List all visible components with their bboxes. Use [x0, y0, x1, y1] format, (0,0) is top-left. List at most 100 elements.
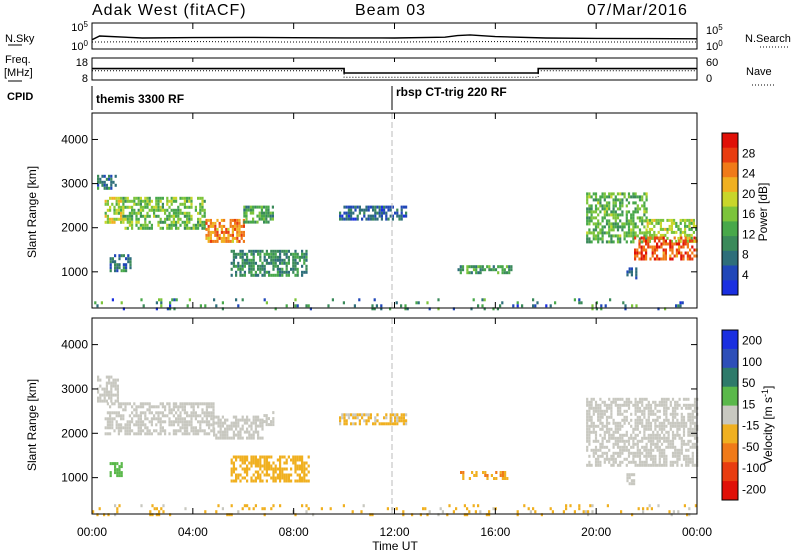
range-cell	[599, 415, 602, 419]
range-cell	[120, 465, 123, 469]
range-cell	[652, 433, 655, 437]
range-cell	[691, 245, 694, 249]
range-cell	[686, 236, 689, 240]
range-cell	[669, 439, 672, 443]
range-cell	[190, 411, 193, 415]
range-cell	[188, 226, 191, 230]
range-cell	[112, 381, 115, 385]
range-cell	[588, 240, 591, 244]
range-cell	[263, 464, 266, 468]
range-cell	[687, 412, 690, 416]
range-cell	[356, 217, 359, 221]
range-cell	[115, 202, 118, 206]
range-cell	[597, 460, 600, 464]
range-cell	[686, 513, 689, 517]
range-cell	[634, 201, 637, 205]
range-cell	[137, 226, 140, 230]
range-cell	[283, 467, 286, 471]
range-cell	[621, 192, 624, 196]
range-cell	[663, 451, 666, 455]
range-cell	[170, 196, 173, 200]
range-cell	[588, 406, 591, 410]
range-cell	[252, 258, 255, 262]
range-cell	[592, 231, 595, 235]
range-cell	[475, 271, 478, 275]
range-cell	[224, 427, 227, 431]
range-cell	[117, 432, 120, 436]
range-cell	[597, 240, 600, 244]
range-cell	[587, 513, 590, 517]
range-cell	[108, 186, 111, 190]
range-cell	[625, 198, 628, 202]
range-cell	[114, 381, 117, 385]
range-cell	[117, 208, 120, 212]
range-cell	[665, 415, 668, 419]
range-cell	[501, 271, 504, 275]
range-cell	[621, 403, 624, 407]
range-cell	[153, 414, 156, 418]
velocity-y-tick-label: 4000	[61, 338, 88, 352]
range-cell	[496, 307, 499, 311]
range-cell	[643, 433, 646, 437]
range-cell	[209, 236, 212, 240]
range-cell	[305, 267, 308, 271]
range-cell	[503, 268, 506, 272]
range-cell	[122, 214, 125, 218]
range-cell	[106, 214, 109, 218]
range-cell	[614, 451, 617, 455]
velocity-colorbar-segment	[722, 405, 738, 425]
range-cell	[636, 424, 639, 428]
velocity-colorbar-label: Velocity [m s-1]	[760, 386, 775, 465]
range-cell	[645, 427, 648, 431]
range-cell	[271, 205, 274, 209]
range-cell	[197, 217, 200, 221]
range-cell	[663, 454, 666, 458]
range-cell	[594, 198, 598, 202]
range-cell	[402, 419, 405, 423]
range-cell	[647, 245, 650, 249]
range-cell	[402, 422, 405, 426]
range-cell	[146, 202, 149, 206]
range-cell	[505, 265, 509, 269]
range-cell	[290, 473, 293, 477]
range-cell	[369, 416, 372, 420]
range-cell	[188, 196, 191, 200]
range-cell	[203, 414, 206, 418]
range-cell	[350, 422, 353, 426]
range-cell	[235, 252, 238, 256]
range-cell	[197, 196, 200, 200]
range-cell	[601, 421, 604, 425]
range-cell	[259, 421, 262, 425]
range-cell	[110, 381, 113, 385]
range-cell	[281, 249, 284, 253]
range-cell	[599, 412, 602, 416]
range-cell	[603, 409, 606, 413]
range-cell	[645, 216, 648, 220]
range-cell	[594, 436, 598, 440]
range-cell	[146, 226, 149, 230]
range-cell	[239, 264, 242, 268]
range-cell	[267, 208, 270, 212]
range-cell	[240, 230, 243, 234]
range-cell	[160, 304, 163, 308]
range-cell	[588, 433, 591, 437]
range-cell	[452, 307, 455, 311]
range-cell	[631, 513, 634, 517]
range-cell	[208, 411, 211, 415]
range-cell	[232, 470, 235, 474]
range-cell	[667, 242, 670, 246]
range-cell	[663, 463, 666, 467]
range-cell	[257, 433, 260, 437]
range-cell	[623, 403, 626, 407]
range-cell	[339, 214, 342, 218]
range-cell	[243, 205, 246, 209]
range-cell	[183, 205, 186, 209]
range-cell	[679, 239, 682, 243]
range-cell	[599, 228, 602, 232]
range-cell	[296, 464, 299, 468]
range-cell	[671, 433, 675, 437]
range-cell	[164, 217, 167, 221]
range-cell	[610, 403, 613, 407]
range-cell	[265, 464, 268, 468]
